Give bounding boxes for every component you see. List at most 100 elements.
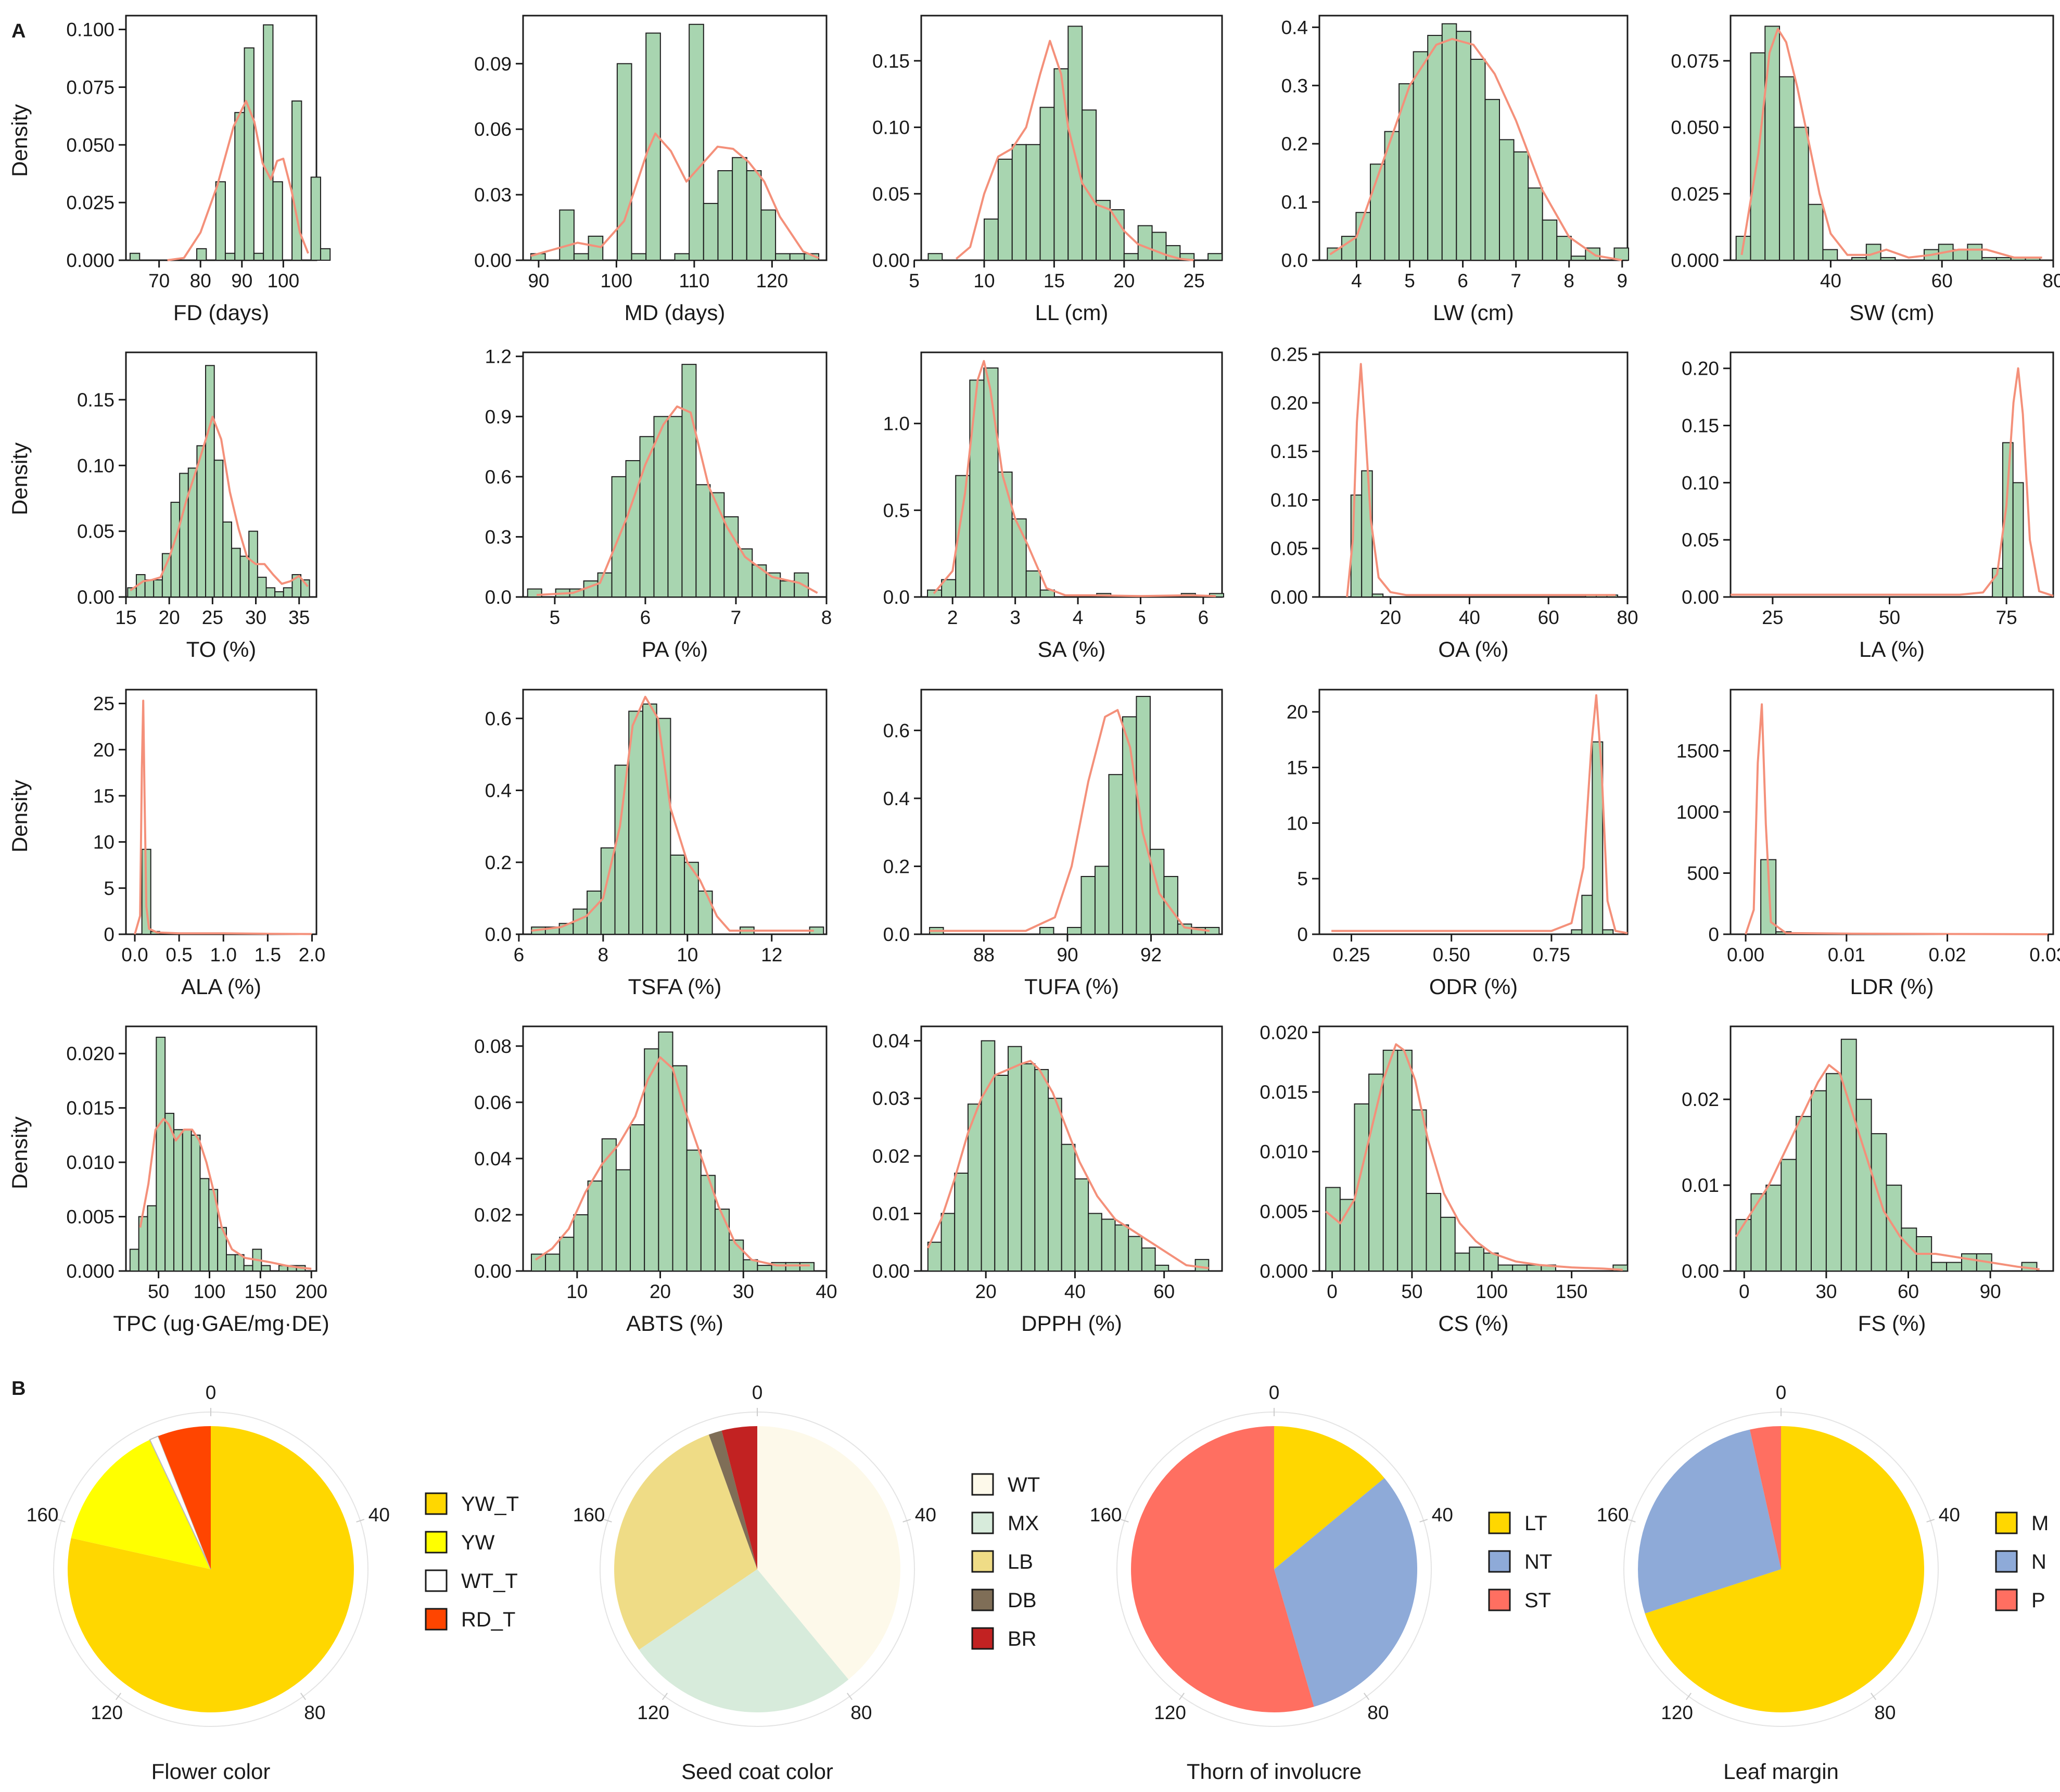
x-tick-label: 60 <box>1898 1281 1919 1302</box>
histogram-bar <box>1961 1253 1977 1272</box>
histogram-bar <box>642 703 657 935</box>
histogram-bar <box>1592 741 1604 935</box>
y-tick-label: 0.050 <box>1671 117 1719 138</box>
pie-slice <box>71 1440 211 1569</box>
y-tick-label: 0.2 <box>485 852 512 873</box>
histogram-bar <box>283 587 293 598</box>
histogram-bar <box>1053 68 1069 261</box>
x-axis-title: TPC (ug·GAE/mg·DE) <box>113 1311 329 1336</box>
histogram-bar <box>672 1065 688 1272</box>
polar-tick <box>1627 1519 1636 1523</box>
polar-tick-label: 40 <box>915 1504 936 1526</box>
histogram-bar <box>1612 1264 1629 1272</box>
y-tick-label: 0.00 <box>77 587 115 608</box>
x-tick-label: 0.03 <box>2029 944 2060 965</box>
histogram-bar <box>300 579 310 598</box>
pie-slice <box>721 1426 757 1569</box>
legend-label: WT <box>1008 1473 1040 1496</box>
histogram-bar <box>1361 470 1373 598</box>
histogram-bar <box>1528 187 1543 261</box>
histogram-bar <box>752 564 767 598</box>
histogram-bar <box>746 170 762 261</box>
histogram-bars <box>127 365 310 598</box>
x-tick-label: 4 <box>1351 270 1362 291</box>
density-curve <box>139 1117 312 1270</box>
y-tick-label: 0.015 <box>66 1098 115 1119</box>
y-tick-label: 0.02 <box>1682 1089 1719 1110</box>
histogram-bar <box>703 202 719 261</box>
polar-tick-label: 120 <box>637 1702 669 1723</box>
histogram-bar <box>760 209 777 261</box>
histogram-bar <box>644 1048 659 1272</box>
histogram-bar <box>1025 144 1041 261</box>
y-tick-label: 5 <box>104 878 115 899</box>
density-curve <box>1346 363 1616 598</box>
pie-slice <box>1131 1426 1314 1712</box>
histogram-bar <box>1440 1216 1456 1272</box>
histogram-bar <box>1341 236 1357 261</box>
y-tick-label: 0.000 <box>1671 250 1719 271</box>
x-tick-label: 2 <box>947 607 958 628</box>
y-tick-label: 0.20 <box>1682 358 1719 379</box>
histogram-bar <box>1128 1236 1142 1272</box>
y-tick-label: 0.4 <box>485 780 512 802</box>
histogram-bar <box>1163 876 1178 935</box>
polar-tick <box>846 1693 853 1700</box>
histogram-bar <box>1426 1192 1442 1272</box>
x-axis-title: PA (%) <box>642 637 708 662</box>
y-tick-label: 0.0 <box>485 587 512 608</box>
histogram-panel: 15 20 25 30 35 0.00 0.05 0.10 0.15 TO (%) <box>77 351 317 662</box>
x-axis-title: CS (%) <box>1438 1311 1508 1336</box>
legend-label: RD_T <box>461 1608 515 1631</box>
histogram-bar <box>1865 244 1881 261</box>
y-tick-label: 0.000 <box>66 1261 115 1282</box>
histogram-panel: 90 100 110 120 0.00 0.03 0.06 0.09 MD (days) <box>474 15 828 325</box>
density-curve <box>134 700 312 935</box>
y-tick-label: 1000 <box>1676 802 1719 823</box>
y-tick-label: 0.000 <box>66 250 115 271</box>
x-tick-label: 10 <box>677 944 698 965</box>
histogram-bar <box>1470 58 1486 261</box>
legend-swatch <box>1488 1588 1511 1611</box>
histogram-bar <box>1109 209 1125 261</box>
histogram-bar <box>1039 589 1055 598</box>
histogram-bars <box>1735 1038 2038 1272</box>
legend-label: LT <box>1524 1512 1547 1535</box>
histogram-bar <box>653 416 669 598</box>
y-tick-label: 0.010 <box>1260 1141 1308 1163</box>
histogram-bar <box>1122 716 1137 935</box>
density-curve <box>535 1056 810 1267</box>
pie-slice <box>708 1430 757 1569</box>
histogram-bar <box>1808 204 1824 261</box>
y-tick-label: 0.2 <box>883 856 910 877</box>
histogram-bar <box>601 1138 617 1272</box>
x-tick-label: 0.25 <box>1332 944 1370 965</box>
density-curve <box>536 405 818 596</box>
histogram-bar <box>1796 1116 1812 1272</box>
polar-tick-label: 120 <box>1154 1702 1186 1723</box>
x-tick-label: 25 <box>202 607 223 628</box>
histogram-bar <box>182 1129 192 1272</box>
polar-tick-label: 80 <box>304 1702 325 1723</box>
histogram-panel: 20 40 60 80 0.00 0.05 0.10 0.15 0.20 0.25 OA (%) <box>1270 344 1638 662</box>
histogram-bar <box>983 218 999 261</box>
y-tick-label: 0.04 <box>474 1148 512 1170</box>
x-tick-label: 0.00 <box>1727 944 1764 965</box>
x-tick-label: 5 <box>550 607 561 628</box>
y-tick-label: 0.3 <box>1281 75 1308 96</box>
histogram-bar <box>573 253 589 261</box>
x-tick-label: 50 <box>1879 607 1900 628</box>
histogram-bar <box>1154 1264 1169 1272</box>
histogram-bar <box>967 1103 982 1272</box>
x-tick-label: 6 <box>640 607 651 628</box>
x-tick-label: 10 <box>973 270 995 291</box>
y-tick-label: 0 <box>1708 924 1719 945</box>
x-tick-label: 15 <box>115 607 136 628</box>
x-tick-label: 8 <box>598 944 609 965</box>
x-tick-label: 5 <box>909 270 920 291</box>
histogram-panel: 2 3 4 5 6 0.0 0.5 1.0 SA (%) <box>883 351 1225 662</box>
histogram-bar <box>1735 1219 1752 1272</box>
histogram-bar <box>291 100 302 261</box>
